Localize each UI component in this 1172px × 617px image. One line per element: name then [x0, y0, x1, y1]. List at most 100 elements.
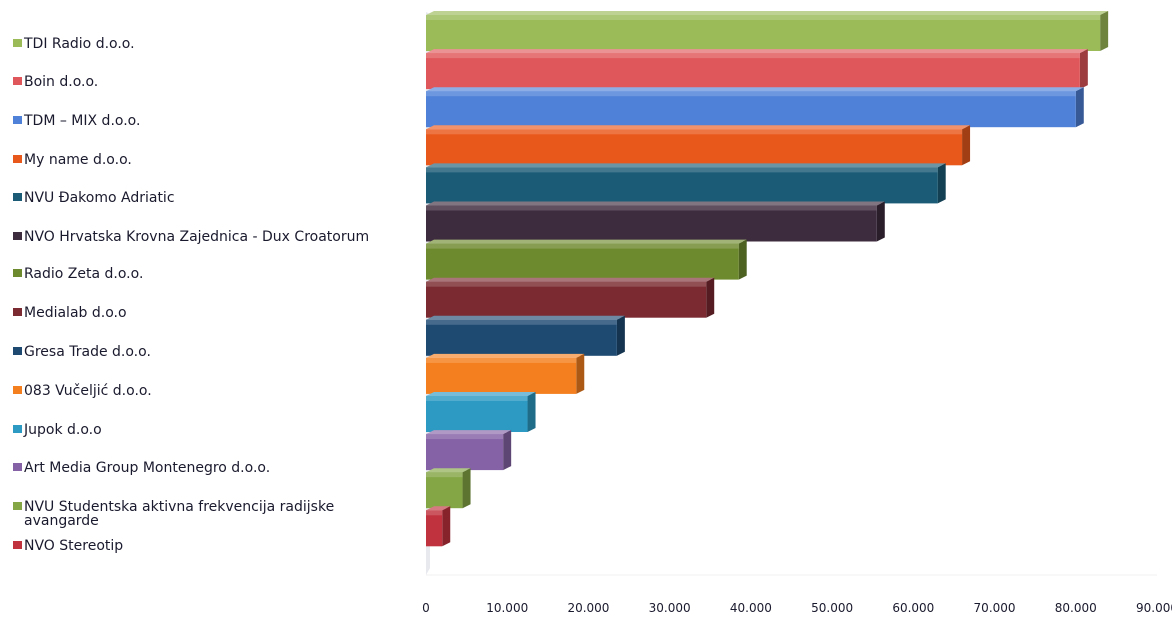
bar-side-face: [576, 353, 585, 394]
bar-highlight: [426, 319, 617, 325]
legend-item: Jupok d.o.o: [13, 422, 102, 438]
bar-highlight: [426, 53, 1080, 59]
bar-top-face: [426, 392, 536, 396]
bar-front-face: [426, 281, 707, 318]
bar-highlight: [426, 510, 443, 516]
bar-front-face: [426, 472, 463, 509]
bar-front-face: [426, 91, 1076, 128]
bar: [426, 87, 1084, 128]
legend-label: Radio Zeta d.o.o.: [24, 266, 143, 282]
bar-front-face: [426, 167, 938, 204]
legend-item: NVO Stereotip: [13, 538, 123, 554]
bar-side-face: [962, 125, 971, 166]
bar: [426, 392, 536, 432]
bar-side-face: [1100, 11, 1109, 51]
legend-item: TDM – MIX d.o.o.: [13, 113, 140, 129]
bar-side-face: [616, 315, 625, 356]
legend-label: 083 Vučeljić d.o.o.: [24, 383, 152, 399]
legend-item: Gresa Trade d.o.o.: [13, 344, 151, 360]
bar-highlight: [426, 472, 463, 478]
bars-group: [426, 11, 1109, 547]
legend-item: NVU Đakomo Adriatic: [13, 190, 175, 206]
bar-top-face: [426, 49, 1088, 54]
bar-side-face: [1075, 87, 1084, 128]
bar-top-face: [426, 239, 747, 244]
bar-front-face: [426, 434, 504, 471]
legend-label: TDM – MIX d.o.o.: [23, 113, 140, 129]
bar-side-face: [1079, 49, 1088, 90]
bar-highlight: [426, 243, 739, 249]
legend-label: Medialab d.o.o: [24, 305, 127, 321]
bar-side-face: [738, 239, 747, 280]
legend-label: Boin d.o.o.: [24, 74, 98, 90]
bar-top-face: [426, 125, 971, 130]
bar: [426, 239, 747, 280]
legend-swatch: [13, 347, 22, 355]
legend-item: NVO Hrvatska Krovna Zajednica - Dux Croa…: [13, 229, 369, 245]
bar-highlight: [426, 281, 707, 287]
bar-front-face: [426, 319, 617, 356]
x-tick-label: 40.000: [730, 601, 772, 615]
bar: [426, 468, 471, 509]
bar-top-face: [426, 201, 885, 206]
legend-swatch: [13, 269, 22, 277]
bar-highlight: [426, 357, 577, 363]
x-tick-label: 0: [422, 601, 430, 615]
bar-side-face: [527, 392, 536, 432]
bar-top-face: [426, 11, 1109, 15]
bar-front-face: [426, 510, 443, 547]
bar-front-face: [426, 396, 528, 432]
bar-top-face: [426, 315, 625, 320]
bar: [426, 277, 715, 318]
bar: [426, 163, 946, 204]
legend-swatch: [13, 502, 22, 510]
bar-top-face: [426, 468, 471, 473]
legend-swatch: [13, 39, 22, 47]
x-tick-label: 60.000: [892, 601, 934, 615]
legend-label: My name d.o.o.: [24, 152, 132, 168]
legend-label: Art Media Group Montenegro d.o.o.: [24, 460, 270, 476]
bar-side-face: [937, 163, 946, 204]
bar-top-face: [426, 163, 946, 168]
bar-highlight: [426, 15, 1101, 20]
legend-item: TDI Radio d.o.o.: [13, 36, 135, 52]
legend-item: Art Media Group Montenegro d.o.o.: [13, 460, 270, 476]
bar-front-face: [426, 15, 1101, 51]
x-tick-label: 30.000: [649, 601, 691, 615]
legend-swatch: [13, 232, 22, 240]
legend-swatch: [13, 77, 22, 85]
bar-front-face: [426, 205, 877, 242]
bar: [426, 430, 512, 471]
legend-swatch: [13, 308, 22, 316]
bar-side-face: [503, 430, 512, 471]
legend-swatch: [13, 425, 22, 433]
bar-side-face: [462, 468, 471, 509]
x-tick-label: 90.000: [1136, 601, 1172, 615]
legend-swatch: [13, 155, 22, 163]
legend-item: Medialab d.o.o: [13, 305, 127, 321]
legend-swatch: [13, 386, 22, 394]
bar-side-face: [706, 277, 715, 318]
bar-top-face: [426, 430, 512, 435]
legend-label: avangarde: [24, 513, 99, 529]
x-tick-label: 80.000: [1055, 601, 1097, 615]
legend-label: NVO Hrvatska Krovna Zajednica - Dux Croa…: [24, 229, 369, 245]
x-tick-label: 10.000: [486, 601, 528, 615]
bar-highlight: [426, 91, 1076, 97]
bar-top-face: [426, 87, 1084, 92]
bar: [426, 506, 451, 547]
legend-label: NVO Stereotip: [24, 538, 123, 554]
legend-item: Radio Zeta d.o.o.: [13, 266, 143, 282]
bar: [426, 11, 1109, 51]
bar-highlight: [426, 396, 528, 401]
bar-front-face: [426, 129, 963, 166]
bar-highlight: [426, 129, 963, 135]
bar-front-face: [426, 357, 577, 394]
bar: [426, 315, 625, 356]
bar-top-face: [426, 353, 585, 358]
legend-label: Jupok d.o.o: [23, 422, 102, 438]
legend-item: 083 Vučeljić d.o.o.: [13, 383, 152, 399]
bar-top-face: [426, 277, 715, 282]
bar-side-face: [876, 201, 885, 242]
